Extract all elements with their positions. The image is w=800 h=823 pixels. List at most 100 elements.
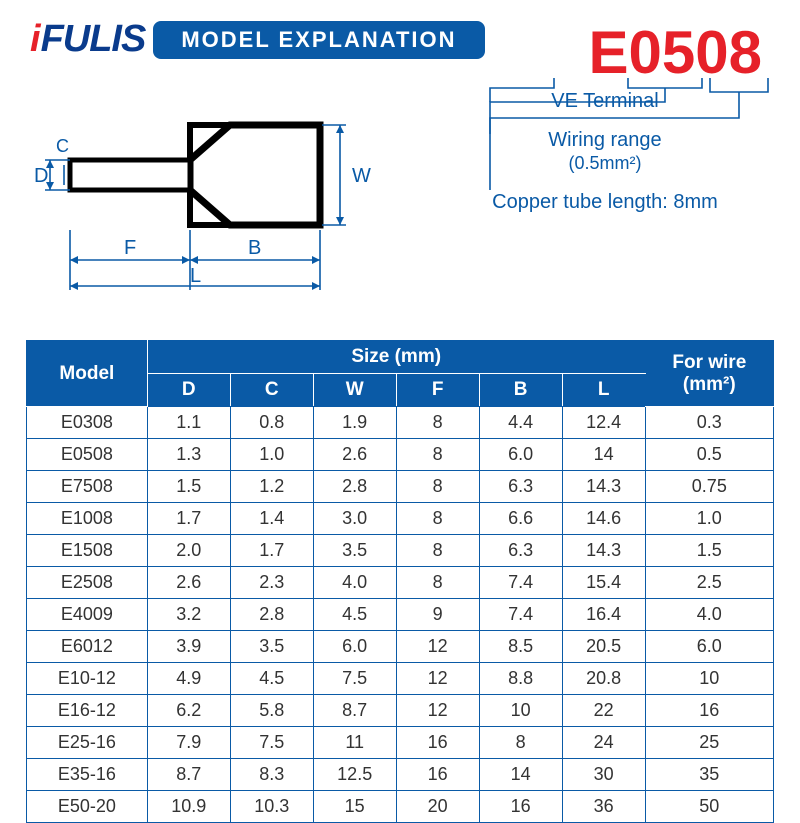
- cell-c: 1.4: [230, 503, 313, 535]
- model-code: E0508: [589, 18, 763, 87]
- th-model: Model: [27, 341, 148, 407]
- cell-d: 10.9: [147, 791, 230, 823]
- cell-b: 10: [479, 695, 562, 727]
- cell-wire: 35: [645, 759, 773, 791]
- cell-l: 14.3: [562, 471, 645, 503]
- cell-f: 16: [396, 727, 479, 759]
- table-row: E15082.01.73.586.314.31.5: [27, 535, 774, 567]
- cell-wire: 50: [645, 791, 773, 823]
- th-l: L: [562, 374, 645, 407]
- cell-l: 16.4: [562, 599, 645, 631]
- cell-d: 3.2: [147, 599, 230, 631]
- cell-f: 8: [396, 471, 479, 503]
- table-row: E16-126.25.88.712102216: [27, 695, 774, 727]
- cell-b: 8.8: [479, 663, 562, 695]
- logo-i: i: [30, 18, 40, 61]
- spec-table-wrap: Model Size (mm) For wire (mm²) D C W F B…: [26, 340, 774, 823]
- table-row: E50-2010.910.31520163650: [27, 791, 774, 823]
- cell-f: 16: [396, 759, 479, 791]
- th-c: C: [230, 374, 313, 407]
- cell-d: 8.7: [147, 759, 230, 791]
- page-title: MODEL EXPLANATION: [153, 21, 484, 59]
- cell-wire: 10: [645, 663, 773, 695]
- table-row: E10081.71.43.086.614.61.0: [27, 503, 774, 535]
- cell-wire: 0.5: [645, 439, 773, 471]
- cell-f: 12: [396, 663, 479, 695]
- cell-l: 12.4: [562, 407, 645, 439]
- cell-f: 8: [396, 567, 479, 599]
- cell-b: 6.3: [479, 535, 562, 567]
- cell-model: E2508: [27, 567, 148, 599]
- cell-c: 1.2: [230, 471, 313, 503]
- cell-d: 6.2: [147, 695, 230, 727]
- table-row: E35-168.78.312.516143035: [27, 759, 774, 791]
- cell-d: 1.7: [147, 503, 230, 535]
- cell-b: 6.0: [479, 439, 562, 471]
- cell-w: 2.6: [313, 439, 396, 471]
- table-row: E25-167.97.5111682425: [27, 727, 774, 759]
- cell-c: 0.8: [230, 407, 313, 439]
- cell-c: 1.0: [230, 439, 313, 471]
- cell-wire: 1.5: [645, 535, 773, 567]
- cell-f: 8: [396, 503, 479, 535]
- dim-l: L: [190, 265, 201, 287]
- cell-model: E1508: [27, 535, 148, 567]
- cell-model: E35-16: [27, 759, 148, 791]
- cell-c: 7.5: [230, 727, 313, 759]
- cell-w: 4.5: [313, 599, 396, 631]
- cell-model: E50-20: [27, 791, 148, 823]
- table-row: E25082.62.34.087.415.42.5: [27, 567, 774, 599]
- cell-d: 7.9: [147, 727, 230, 759]
- explain-ve-terminal: VE Terminal: [450, 90, 760, 113]
- cell-w: 2.8: [313, 471, 396, 503]
- cell-c: 2.3: [230, 567, 313, 599]
- cell-wire: 0.75: [645, 471, 773, 503]
- cell-l: 14.3: [562, 535, 645, 567]
- cell-wire: 16: [645, 695, 773, 727]
- table-row: E40093.22.84.597.416.44.0: [27, 599, 774, 631]
- cell-w: 3.5: [313, 535, 396, 567]
- cell-b: 6.3: [479, 471, 562, 503]
- cell-b: 16: [479, 791, 562, 823]
- cell-b: 14: [479, 759, 562, 791]
- dim-c: C: [56, 136, 69, 156]
- cell-f: 12: [396, 695, 479, 727]
- cell-d: 2.0: [147, 535, 230, 567]
- cell-model: E1008: [27, 503, 148, 535]
- cell-b: 7.4: [479, 567, 562, 599]
- explanation-list: VE Terminal Wiring range (0.5mm²) Copper…: [450, 90, 760, 230]
- table-row: E10-124.94.57.5128.820.810: [27, 663, 774, 695]
- cell-l: 24: [562, 727, 645, 759]
- cell-wire: 0.3: [645, 407, 773, 439]
- logo-text: FULIS: [41, 18, 146, 61]
- cell-f: 8: [396, 535, 479, 567]
- cell-b: 4.4: [479, 407, 562, 439]
- spec-table: Model Size (mm) For wire (mm²) D C W F B…: [26, 340, 774, 823]
- explain-wiring-range-label: Wiring range: [548, 129, 661, 151]
- cell-model: E16-12: [27, 695, 148, 727]
- cell-c: 10.3: [230, 791, 313, 823]
- cell-w: 7.5: [313, 663, 396, 695]
- cell-f: 8: [396, 439, 479, 471]
- cell-d: 4.9: [147, 663, 230, 695]
- cell-l: 22: [562, 695, 645, 727]
- cell-f: 20: [396, 791, 479, 823]
- cell-c: 2.8: [230, 599, 313, 631]
- cell-model: E6012: [27, 631, 148, 663]
- cell-d: 3.9: [147, 631, 230, 663]
- cell-l: 36: [562, 791, 645, 823]
- cell-w: 11: [313, 727, 396, 759]
- cell-model: E4009: [27, 599, 148, 631]
- cell-l: 14: [562, 439, 645, 471]
- cell-d: 1.1: [147, 407, 230, 439]
- dim-f: F: [124, 237, 136, 259]
- dim-w: W: [352, 165, 371, 187]
- cell-w: 1.9: [313, 407, 396, 439]
- cell-l: 15.4: [562, 567, 645, 599]
- cell-model: E0308: [27, 407, 148, 439]
- cell-wire: 4.0: [645, 599, 773, 631]
- dim-b: B: [248, 237, 261, 259]
- cell-w: 6.0: [313, 631, 396, 663]
- th-size: Size (mm): [147, 341, 645, 374]
- cell-f: 8: [396, 407, 479, 439]
